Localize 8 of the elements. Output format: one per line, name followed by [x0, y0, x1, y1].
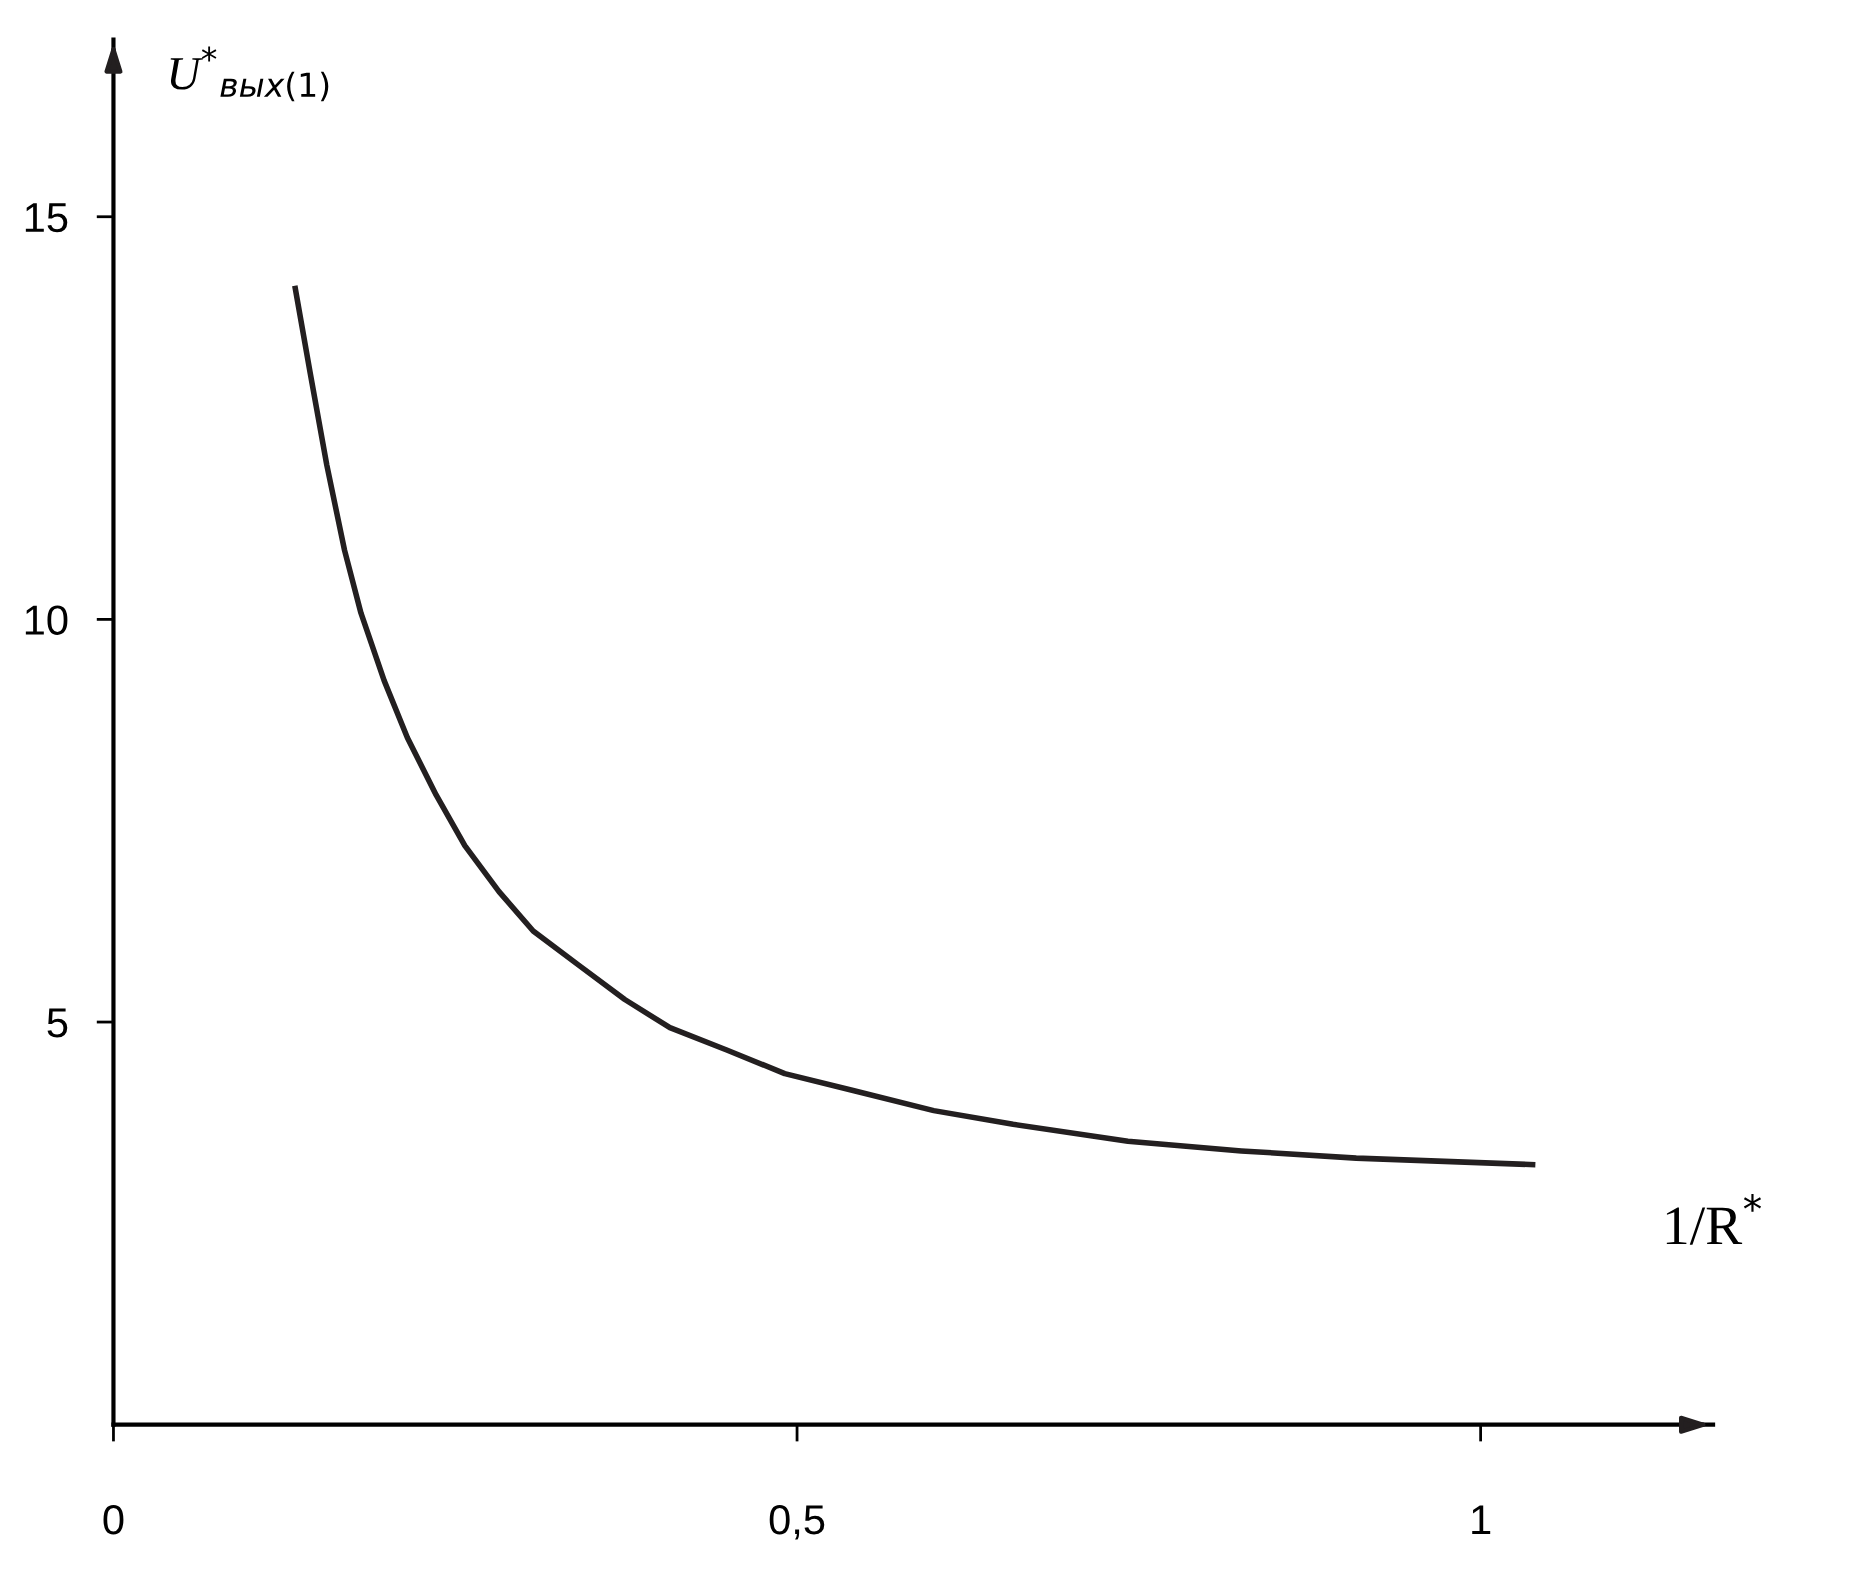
y-tick-label: 15 — [25, 203, 68, 233]
x-tick-label: 1 — [1472, 1505, 1491, 1535]
y-tick-label: 5 — [47, 1008, 68, 1038]
y-axis-title: U$^{*}$$_{вых(1)}$ — [170, 46, 329, 102]
y-tick-label: 10 — [25, 605, 68, 635]
x-axis-title: 1/R$^{*}$ — [1666, 1193, 1762, 1245]
x-tick-label: 0 — [103, 1504, 124, 1535]
x-tick-label: 0,5 — [769, 1504, 825, 1540]
